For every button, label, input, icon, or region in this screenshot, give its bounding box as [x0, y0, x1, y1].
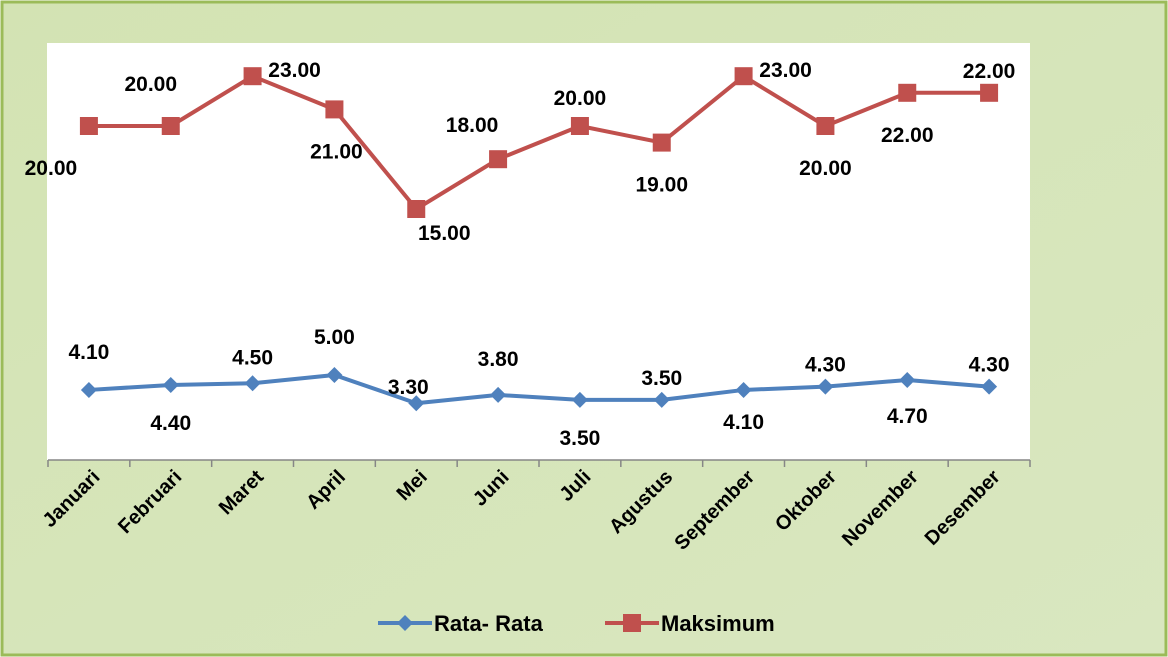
series-line [88, 74, 990, 211]
data-label: 3.50 [641, 367, 682, 390]
legend-marker [623, 614, 641, 632]
data-label: 4.10 [723, 411, 764, 434]
marker [734, 67, 753, 86]
data-label: 5.00 [314, 326, 355, 349]
marker [735, 381, 752, 398]
data-label: 15.00 [418, 222, 471, 245]
data-label: 23.00 [268, 59, 321, 82]
marker [653, 391, 670, 408]
data-label: 3.30 [388, 376, 429, 399]
data-label: 22.00 [881, 124, 934, 147]
marker [570, 117, 589, 135]
marker [981, 378, 998, 395]
data-label: 20.00 [799, 157, 852, 180]
marker [571, 391, 588, 408]
marker [80, 381, 97, 398]
series-line [88, 373, 990, 406]
marker [161, 117, 180, 135]
legend-label: Maksimum [661, 611, 775, 636]
marker [244, 375, 261, 392]
legend-label: Rata- Rata [434, 611, 544, 636]
data-label: 20.00 [25, 157, 78, 180]
marker [899, 371, 916, 388]
legend-marker [397, 615, 413, 631]
marker [816, 117, 835, 135]
data-label: 4.10 [68, 341, 109, 364]
data-label: 20.00 [124, 73, 177, 96]
data-label: 18.00 [446, 114, 499, 137]
marker [325, 100, 344, 119]
plot-area [47, 43, 1030, 460]
marker [652, 133, 671, 152]
data-label: 23.00 [759, 59, 812, 82]
data-label: 3.50 [559, 427, 600, 450]
data-label: 4.30 [805, 354, 846, 377]
data-label: 4.40 [150, 412, 191, 435]
marker [489, 150, 508, 169]
marker [407, 200, 426, 218]
data-label: 20.00 [554, 87, 607, 110]
data-label: 19.00 [635, 174, 688, 197]
data-label: 4.50 [232, 346, 273, 369]
marker [243, 67, 262, 86]
marker [817, 378, 834, 395]
marker [898, 83, 917, 102]
data-label: 4.30 [969, 354, 1010, 377]
marker [490, 386, 507, 403]
data-label: 21.00 [310, 140, 363, 163]
marker [326, 367, 343, 383]
marker [980, 83, 999, 102]
marker [408, 395, 425, 412]
marker [162, 376, 179, 393]
marker [79, 117, 98, 135]
data-label: 22.00 [963, 60, 1016, 83]
data-label: 4.70 [887, 405, 928, 428]
data-label: 3.80 [478, 348, 519, 371]
